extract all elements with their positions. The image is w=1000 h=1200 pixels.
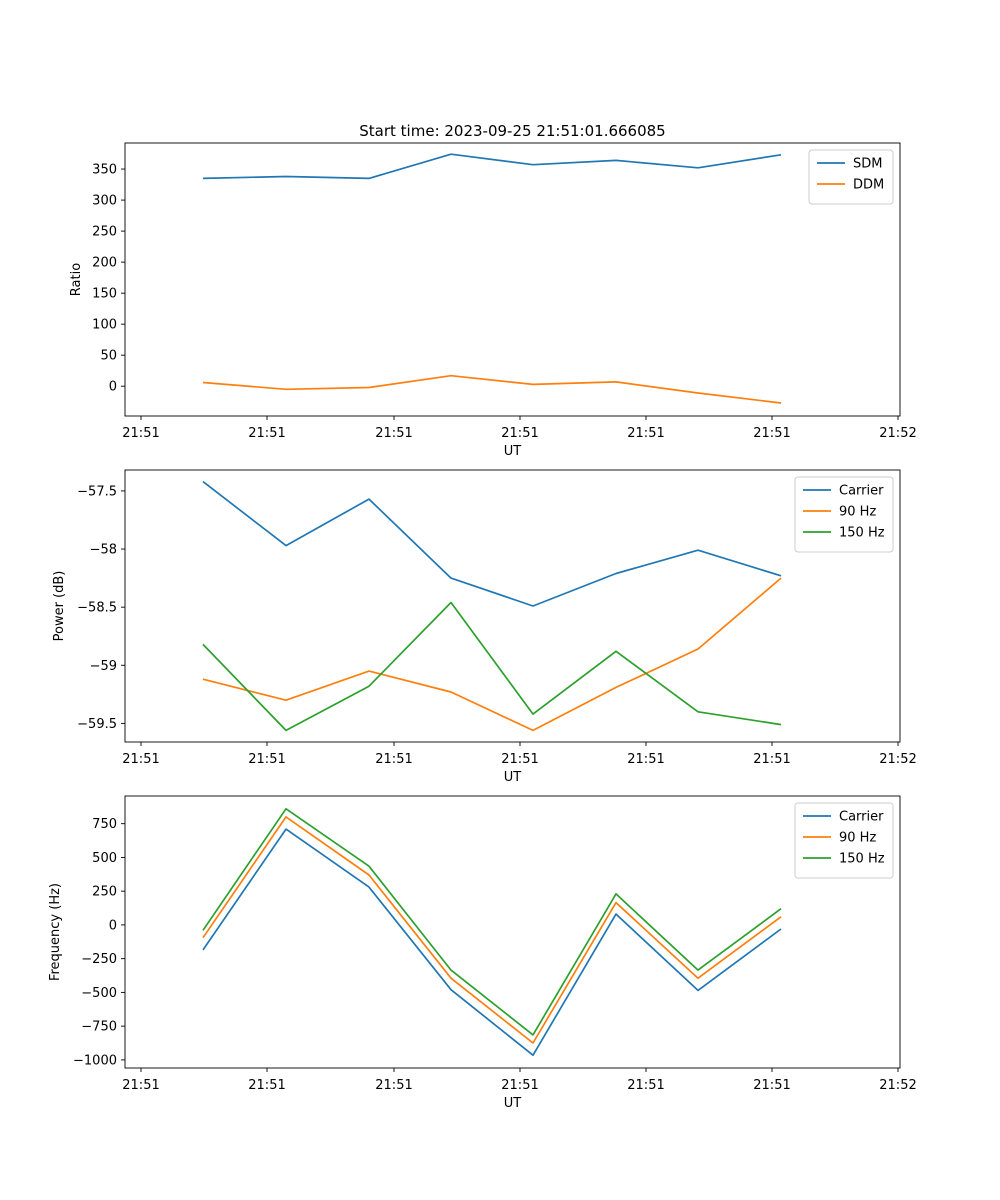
y-tick-label: 500 <box>92 851 117 866</box>
x-tick-label: 21:51 <box>753 752 790 767</box>
x-tick-label: 21:51 <box>627 426 664 441</box>
x-tick-label: 21:51 <box>122 426 159 441</box>
x-tick-label: 21:51 <box>501 426 538 441</box>
y-tick-label: 200 <box>92 256 117 271</box>
power-series-90-hz-line <box>202 577 782 732</box>
frequency-x-axis-label: UT <box>504 1096 522 1111</box>
x-tick-label: 21:51 <box>375 1078 412 1093</box>
frequency-y-axis-label: Frequency (Hz) <box>48 883 63 981</box>
legend-entry: DDM <box>853 178 884 193</box>
power-series-150-hz-line <box>202 601 782 732</box>
x-tick-label: 21:51 <box>248 752 285 767</box>
x-tick-label: 21:51 <box>375 426 412 441</box>
x-tick-label: 21:51 <box>122 752 159 767</box>
y-tick-label: 150 <box>92 287 117 302</box>
frequency-series-90-hz-line <box>202 816 782 1044</box>
y-tick-label: 300 <box>92 194 117 209</box>
frequency-legend: Carrier 90 Hz 150 Hz <box>794 802 894 879</box>
frequency-chart: 21:51 21:51 21:51 21:51 21:51 21:51 21:52 750 50… <box>48 795 917 1111</box>
y-tick-label: 250 <box>92 885 117 900</box>
ratio-legend: SDM DDM <box>808 149 894 205</box>
y-tick-label: −250 <box>81 952 117 967</box>
legend-entry: 90 Hz <box>839 505 876 520</box>
y-tick-label: 350 <box>92 163 117 178</box>
y-tick-label: −500 <box>81 986 117 1001</box>
x-tick-label: 21:51 <box>501 1078 538 1093</box>
frequency-series-150-hz-line <box>202 807 782 1036</box>
ratio-y-axis-label: Ratio <box>69 263 84 296</box>
x-tick-label: 21:52 <box>879 1078 916 1093</box>
legend-box <box>794 476 894 553</box>
power-series-carrier-line <box>202 480 782 607</box>
y-tick-label: 50 <box>100 349 117 364</box>
ratio-series-sdm-line <box>202 153 782 180</box>
y-tick-label: 750 <box>92 817 117 832</box>
x-tick-label: 21:52 <box>879 426 916 441</box>
x-tick-label: 21:51 <box>248 1078 285 1093</box>
legend-entry: 150 Hz <box>839 852 885 867</box>
y-tick-label: −57.5 <box>77 484 117 499</box>
ratio-x-axis-label: UT <box>504 444 522 459</box>
y-tick-label: 0 <box>109 380 117 395</box>
y-tick-label: −58.5 <box>77 601 117 616</box>
x-tick-label: 21:51 <box>248 426 285 441</box>
power-y-axis-label: Power (dB) <box>52 571 67 642</box>
legend-entry: Carrier <box>839 810 884 825</box>
x-tick-label: 21:51 <box>753 1078 790 1093</box>
legend-entry: SDM <box>853 157 882 172</box>
ratio-chart: 21:51 21:51 21:51 21:51 21:51 21:51 21:52 0 50 10… <box>69 142 917 459</box>
y-tick-label: −58 <box>90 543 117 558</box>
power-chart: 21:51 21:51 21:51 21:51 21:51 21:51 21:52 −57.5… <box>52 469 917 785</box>
x-tick-label: 21:51 <box>375 752 412 767</box>
figure-title: Start time: 2023-09-25 21:51:01.666085 <box>359 122 665 140</box>
ratio-axes-frame <box>124 142 901 417</box>
power-legend: Carrier 90 Hz 150 Hz <box>794 476 894 553</box>
legend-entry: 90 Hz <box>839 831 876 846</box>
y-tick-label: 250 <box>92 225 117 240</box>
y-tick-label: −1000 <box>73 1053 117 1068</box>
ratio-series-ddm-line <box>202 374 782 404</box>
power-axes-frame <box>124 469 901 743</box>
x-tick-label: 21:52 <box>879 752 916 767</box>
x-tick-label: 21:51 <box>122 1078 159 1093</box>
legend-entry: 150 Hz <box>839 526 885 541</box>
y-tick-label: 0 <box>109 918 117 933</box>
frequency-axes-frame <box>124 795 901 1069</box>
x-tick-label: 21:51 <box>753 426 790 441</box>
x-tick-label: 21:51 <box>627 1078 664 1093</box>
y-tick-label: −59.5 <box>77 717 117 732</box>
x-tick-label: 21:51 <box>501 752 538 767</box>
legend-entry: Carrier <box>839 484 884 499</box>
power-x-axis-label: UT <box>504 770 522 785</box>
legend-box <box>794 802 894 879</box>
y-tick-label: 100 <box>92 318 117 333</box>
frequency-series-carrier-line <box>202 828 782 1057</box>
y-tick-label: −750 <box>81 1020 117 1035</box>
y-tick-label: −59 <box>90 659 117 674</box>
x-tick-label: 21:51 <box>627 752 664 767</box>
